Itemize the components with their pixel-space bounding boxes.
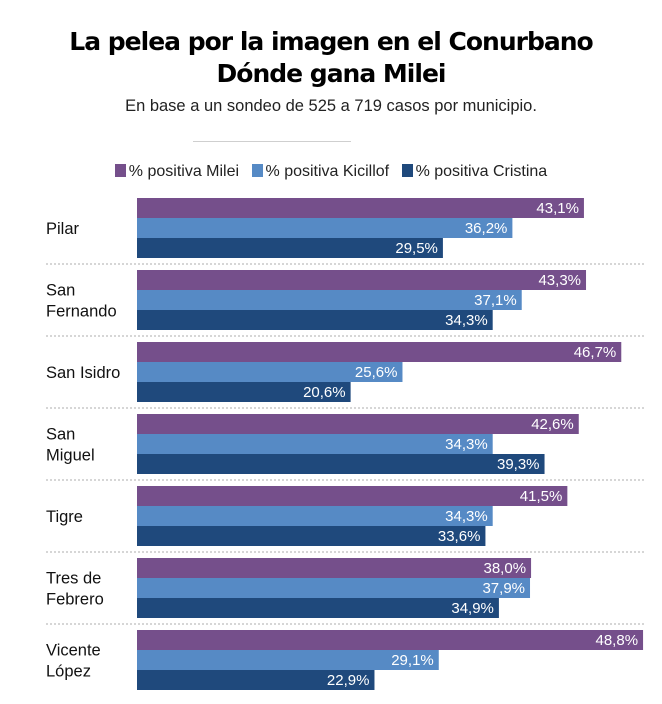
data-label: 37,1% xyxy=(474,292,517,309)
data-label: 41,5% xyxy=(520,488,563,505)
title-divider xyxy=(193,141,351,142)
bar-positivacristina xyxy=(137,526,486,546)
legend-item-kicillof: % positiva Kicillof xyxy=(251,163,390,181)
data-label: 43,3% xyxy=(538,272,581,289)
category-label: Vicente xyxy=(46,642,101,660)
category-label: Febrero xyxy=(46,591,104,609)
data-label: 39,3% xyxy=(497,456,540,473)
bar-positivacristina xyxy=(137,310,493,330)
legend: % positiva Milei % positiva Kicillof % p… xyxy=(0,163,662,181)
data-label: 38,0% xyxy=(484,560,527,577)
data-label: 42,6% xyxy=(531,416,574,433)
category-label: San xyxy=(46,426,75,444)
legend-label: % positiva Milei xyxy=(128,163,240,180)
bar-positivamilei xyxy=(137,198,584,218)
data-label: 34,3% xyxy=(445,508,488,525)
data-label: 48,8% xyxy=(596,632,639,649)
bar-positivakicillof xyxy=(137,434,493,454)
data-label: 29,5% xyxy=(395,240,438,257)
category-label: Fernando xyxy=(46,303,117,321)
chart-title-line2: Dónde gana Milei xyxy=(216,59,447,88)
bar-positivamilei xyxy=(137,342,622,362)
category-label: Pilar xyxy=(46,220,80,238)
legend-label: % positiva Cristina xyxy=(415,163,548,180)
category-label: Tigre xyxy=(46,508,83,526)
data-label: 20,6% xyxy=(303,384,346,401)
category-label: Miguel xyxy=(46,447,95,465)
bar-positivamilei xyxy=(137,414,579,434)
bar-positivakicillof xyxy=(137,218,513,238)
data-label: 43,1% xyxy=(536,200,579,217)
legend-item-milei: % positiva Milei xyxy=(114,163,240,181)
bar-positivamilei xyxy=(137,630,644,650)
legend-label: % positiva Kicillof xyxy=(265,163,390,180)
bar-positivamilei xyxy=(137,558,532,578)
data-label: 36,2% xyxy=(465,220,508,237)
bar-positivamilei xyxy=(137,270,587,290)
bar-positivakicillof xyxy=(137,578,531,598)
bar-positivakicillof xyxy=(137,506,493,526)
category-label: López xyxy=(46,663,91,681)
bar-positivamilei xyxy=(137,486,568,506)
data-label: 25,6% xyxy=(355,364,398,381)
bar-positivacristina xyxy=(137,454,545,474)
chart-title: La pelea por la imagen en el Conurbano xyxy=(69,27,593,56)
data-label: 22,9% xyxy=(327,672,370,689)
data-label: 29,1% xyxy=(391,652,434,669)
data-label: 34,3% xyxy=(445,436,488,453)
bar-positivakicillof xyxy=(137,290,522,310)
bar-positivacristina xyxy=(137,382,351,402)
bar-positivacristina xyxy=(137,238,443,258)
data-label: 34,9% xyxy=(451,600,494,617)
data-label: 34,3% xyxy=(445,312,488,329)
data-label: 46,7% xyxy=(574,344,617,361)
legend-swatch xyxy=(251,164,263,177)
legend-item-cristina: % positiva Cristina xyxy=(401,163,548,181)
data-label: 33,6% xyxy=(438,528,481,545)
bar-positivakicillof xyxy=(137,362,403,382)
bar-positivakicillof xyxy=(137,650,439,670)
data-label: 37,9% xyxy=(482,580,525,597)
legend-swatch xyxy=(114,164,126,177)
category-label: Tres de xyxy=(46,570,101,588)
legend-swatch xyxy=(401,164,413,177)
bar-positivacristina xyxy=(137,598,499,618)
chart-subtitle: En base a un sondeo de 525 a 719 casos p… xyxy=(125,97,537,115)
bar-positivacristina xyxy=(137,670,375,690)
category-label: San Isidro xyxy=(46,364,120,382)
category-label: San xyxy=(46,282,75,300)
